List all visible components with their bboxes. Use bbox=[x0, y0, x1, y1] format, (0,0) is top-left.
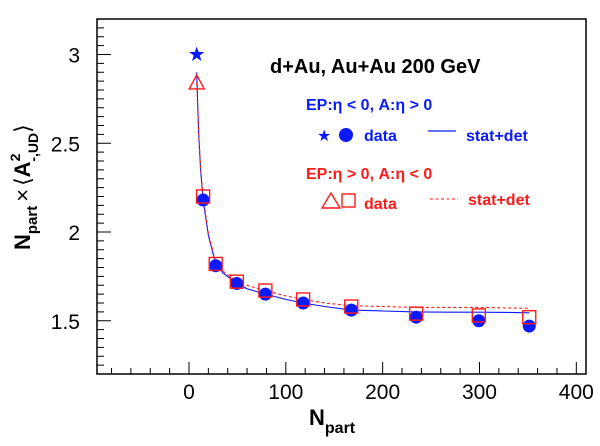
y-axis-title-n-sub: part bbox=[24, 206, 41, 234]
x-tick-label: 0 bbox=[183, 381, 195, 404]
y-axis-title-n: N bbox=[10, 234, 35, 250]
red-data-point bbox=[471, 308, 487, 323]
red-data-point bbox=[195, 189, 211, 204]
red-data-point bbox=[229, 274, 245, 289]
blue-data-point bbox=[209, 259, 223, 273]
y-axis-title-langle: ⟨ bbox=[10, 177, 35, 186]
blue-data-point bbox=[258, 287, 272, 301]
x-tick-label: 200 bbox=[365, 381, 400, 404]
blue-data-point bbox=[296, 296, 310, 310]
red-stat-det-curve bbox=[196, 82, 530, 309]
y-axis-title-a-sub: -,UD bbox=[25, 133, 41, 162]
red-data-point bbox=[295, 292, 311, 307]
blue-data-point bbox=[472, 314, 486, 328]
y-axis-title-a-sup: 2 bbox=[7, 153, 23, 161]
blue-data-point bbox=[522, 319, 536, 333]
legend-red-square-icon bbox=[341, 193, 356, 208]
axes-layer: 0 100 200 300 400 1.5 2 2.5 3 bbox=[51, 18, 594, 404]
red-data-point bbox=[522, 310, 537, 325]
legend-blue-data-label: data bbox=[364, 128, 397, 145]
y-axis-title-rangle: ⟩ bbox=[10, 124, 35, 133]
red-data-point bbox=[208, 256, 223, 272]
dau-red-triangle-point bbox=[188, 73, 206, 90]
dau-blue-star-point bbox=[189, 46, 205, 61]
y-axis-title-a: A bbox=[10, 161, 35, 177]
red-data-point bbox=[344, 299, 359, 314]
blue-data-point bbox=[196, 193, 210, 207]
x-tick-label: 400 bbox=[559, 381, 594, 404]
x-axis-title-sub: part bbox=[325, 420, 356, 437]
legend-blue-header: EP:η < 0, A:η > 0 bbox=[306, 97, 432, 114]
blue-data-point bbox=[344, 303, 358, 317]
red-data-point bbox=[408, 306, 424, 321]
y-axis-title-times: × bbox=[10, 189, 35, 202]
legend-red-header: EP:η > 0, A:η < 0 bbox=[306, 166, 432, 183]
legend-red-data-label: data bbox=[364, 196, 397, 213]
legend-blue-star-icon: ★ bbox=[317, 128, 331, 145]
marker-layer bbox=[188, 46, 537, 333]
legend-blue-circle-icon bbox=[339, 128, 353, 142]
y-tick-label: 1.5 bbox=[51, 311, 80, 334]
x-axis-title-main: N bbox=[309, 405, 325, 430]
y-axis-title: Npart × ⟨A2 -,UD⟩ bbox=[7, 124, 41, 250]
y-tick-label: 3 bbox=[68, 45, 80, 68]
blue-data-point bbox=[409, 310, 423, 324]
y-tick-label: 2.5 bbox=[51, 133, 80, 156]
legend-red: EP:η > 0, A:η < 0 data stat+det bbox=[306, 166, 530, 213]
chart-title: d+Au, Au+Au 200 GeV bbox=[270, 56, 481, 78]
legend-blue-line-label: stat+det bbox=[466, 128, 528, 145]
legend-red-line-label: stat+det bbox=[468, 192, 530, 209]
red-data-point bbox=[258, 283, 273, 298]
legend-blue: EP:η < 0, A:η > 0 ★ data stat+det bbox=[306, 97, 528, 145]
x-axis-title: Npart bbox=[309, 405, 356, 437]
x-tick-label: 100 bbox=[268, 381, 303, 404]
y-tick-label: 2 bbox=[68, 222, 80, 245]
blue-data-point bbox=[230, 276, 244, 290]
x-tick-label: 300 bbox=[462, 381, 497, 404]
legend-red-triangle-icon bbox=[320, 191, 342, 209]
